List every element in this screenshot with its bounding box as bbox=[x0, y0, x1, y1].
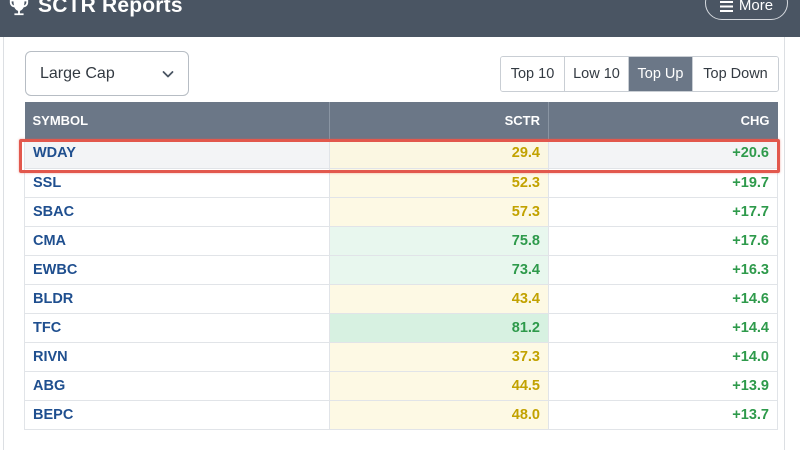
report-tabs: Top 10 Low 10 Top Up Top Down bbox=[500, 56, 779, 92]
symbol-link[interactable]: BLDR bbox=[24, 284, 330, 314]
tab-top-up[interactable]: Top Up bbox=[629, 57, 693, 91]
change-value: +14.0 bbox=[548, 342, 778, 372]
sctr-value: 52.3 bbox=[329, 168, 549, 198]
trophy-icon bbox=[9, 0, 29, 16]
tab-low-10[interactable]: Low 10 bbox=[565, 57, 629, 91]
table-row[interactable]: ABG 44.5 +13.9 bbox=[24, 371, 778, 401]
sctr-value: 57.3 bbox=[329, 197, 549, 227]
column-header-sctr[interactable]: SCTR bbox=[329, 102, 549, 139]
column-header-chg[interactable]: CHG bbox=[548, 102, 778, 139]
change-value: +14.6 bbox=[548, 284, 778, 314]
symbol-link[interactable]: TFC bbox=[24, 313, 330, 343]
change-value: +13.9 bbox=[548, 371, 778, 401]
change-value: +20.6 bbox=[548, 139, 778, 169]
symbol-link[interactable]: RIVN bbox=[24, 342, 330, 372]
table-row[interactable]: SSL 52.3 +19.7 bbox=[24, 168, 778, 198]
symbol-link[interactable]: WDAY bbox=[24, 139, 330, 169]
page-title: SCTR Reports bbox=[8, 0, 183, 21]
table-row[interactable]: RIVN 37.3 +14.0 bbox=[24, 342, 778, 372]
sctr-value: 37.3 bbox=[329, 342, 549, 372]
table-body: WDAY 29.4 +20.6 SSL 52.3 +19.7 SBAC 57.3 +17.7 CM… bbox=[24, 139, 778, 430]
table-row[interactable]: CMA 75.8 +17.6 bbox=[24, 226, 778, 256]
symbol-link[interactable]: SBAC bbox=[24, 197, 330, 227]
change-value: +13.7 bbox=[548, 400, 778, 430]
symbol-link[interactable]: ABG bbox=[24, 371, 330, 401]
more-button[interactable]: More bbox=[705, 0, 788, 20]
sctr-value: 44.5 bbox=[329, 371, 549, 401]
market-cap-select[interactable]: Large Cap bbox=[25, 51, 189, 96]
menu-icon bbox=[719, 1, 733, 12]
table-row[interactable]: WDAY 29.4 +20.6 bbox=[24, 139, 778, 169]
page-title-text: SCTR Reports bbox=[38, 0, 183, 17]
change-value: +14.4 bbox=[548, 313, 778, 343]
sctr-value: 48.0 bbox=[329, 400, 549, 430]
change-value: +16.3 bbox=[548, 255, 778, 285]
table-row[interactable]: SBAC 57.3 +17.7 bbox=[24, 197, 778, 227]
table-header-row: SYMBOL SCTR CHG bbox=[24, 102, 778, 139]
sctr-value: 81.2 bbox=[329, 313, 549, 343]
symbol-link[interactable]: CMA bbox=[24, 226, 330, 256]
sctr-value: 75.8 bbox=[329, 226, 549, 256]
sctr-value: 73.4 bbox=[329, 255, 549, 285]
sctr-value: 43.4 bbox=[329, 284, 549, 314]
tab-top-10[interactable]: Top 10 bbox=[501, 57, 565, 91]
sctr-table: SYMBOL SCTR CHG WDAY 29.4 +20.6 SSL 52.3 +19.… bbox=[24, 102, 778, 430]
chevron-down-icon bbox=[162, 71, 174, 78]
sctr-value: 29.4 bbox=[329, 139, 549, 169]
market-cap-select-value: Large Cap bbox=[40, 64, 115, 82]
table-row[interactable]: EWBC 73.4 +16.3 bbox=[24, 255, 778, 285]
change-value: +17.7 bbox=[548, 197, 778, 227]
column-header-symbol[interactable]: SYMBOL bbox=[24, 102, 330, 139]
symbol-link[interactable]: EWBC bbox=[24, 255, 330, 285]
symbol-link[interactable]: SSL bbox=[24, 168, 330, 198]
more-button-label: More bbox=[738, 0, 774, 14]
change-value: +19.7 bbox=[548, 168, 778, 198]
symbol-link[interactable]: BEPC bbox=[24, 400, 330, 430]
table-row[interactable]: BLDR 43.4 +14.6 bbox=[24, 284, 778, 314]
change-value: +17.6 bbox=[548, 226, 778, 256]
app-header: SCTR Reports More bbox=[0, 0, 800, 37]
table-row[interactable]: BEPC 48.0 +13.7 bbox=[24, 400, 778, 430]
table-row[interactable]: TFC 81.2 +14.4 bbox=[24, 313, 778, 343]
tab-top-down[interactable]: Top Down bbox=[693, 57, 778, 91]
